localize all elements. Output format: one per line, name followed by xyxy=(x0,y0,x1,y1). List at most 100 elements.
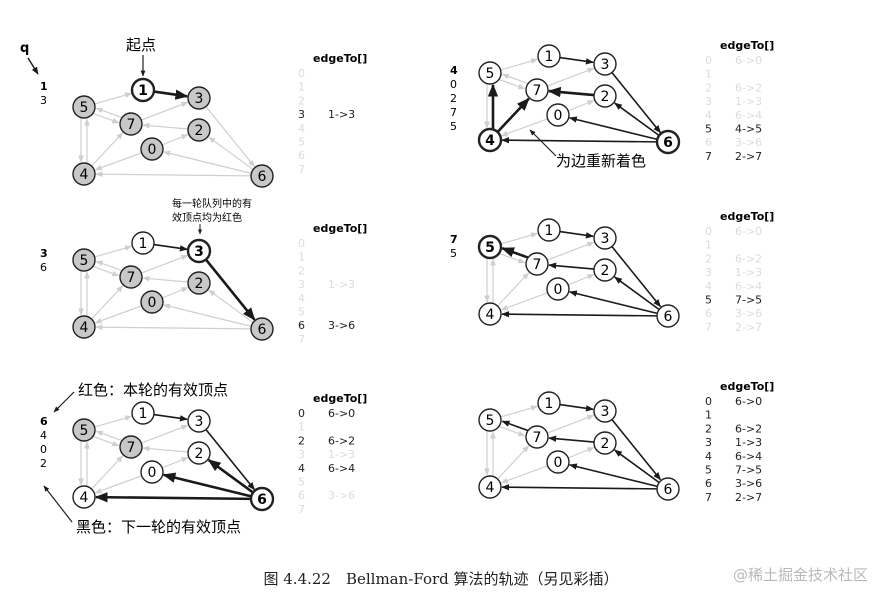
edge-1-3 xyxy=(153,413,188,422)
edgeto-header: edgeTo[] xyxy=(313,392,367,405)
edgeto-index: 3 xyxy=(705,266,712,279)
vertex-label-7: 7 xyxy=(127,270,136,286)
edgeto-index: 2 xyxy=(705,422,712,435)
vertex-label-0: 0 xyxy=(554,108,563,124)
edgeto-entry: 3->6 xyxy=(328,319,355,332)
queue-entry: 7 xyxy=(450,233,458,246)
edgeto-entry: 1->3 xyxy=(735,95,762,108)
vertex-label-5: 5 xyxy=(485,240,495,256)
black-legend: 黑色：下一轮的有效顶点 xyxy=(76,518,241,536)
vertex-4 xyxy=(477,127,503,153)
recolor-note: 为边重新着色 xyxy=(556,152,646,170)
edge-0-2 xyxy=(567,446,595,459)
vertex-label-3: 3 xyxy=(195,91,204,107)
vertex-0 xyxy=(140,290,164,314)
queue-entry: 5 xyxy=(450,247,457,260)
vertex-3 xyxy=(593,399,617,423)
edge-3-6 xyxy=(611,72,662,134)
edgeto-index: 2 xyxy=(705,252,712,265)
vertex-0 xyxy=(140,460,164,484)
edge-7-3 xyxy=(141,101,189,121)
edgeto-index: 3 xyxy=(298,278,305,291)
edge-7-5 xyxy=(95,430,122,442)
edgeto-index: 7 xyxy=(705,150,712,163)
edgeto-header: edgeTo[] xyxy=(313,52,367,65)
edge-7-3 xyxy=(547,241,595,261)
vertex-label-2: 2 xyxy=(195,446,204,462)
edge-5-7 xyxy=(499,425,526,437)
edgeto-index: 6 xyxy=(705,307,712,320)
edge-6-2 xyxy=(614,276,660,311)
active-note-line1: 每一轮队列中的有 xyxy=(172,197,252,210)
vertex-2 xyxy=(593,84,617,108)
edge-0-2 xyxy=(161,286,189,299)
edge-0-4 xyxy=(500,465,548,484)
vertex-label-1: 1 xyxy=(545,223,554,239)
queue-entry: 6 xyxy=(40,261,47,274)
edge-5-1 xyxy=(94,92,133,105)
source-label: 起点 xyxy=(126,36,156,54)
vertex-label-6: 6 xyxy=(257,492,267,508)
queue-entry: 0 xyxy=(40,443,47,456)
vertex-4 xyxy=(72,162,96,186)
vertex-label-2: 2 xyxy=(601,263,610,279)
edge-6-4 xyxy=(95,324,252,331)
edge-4-7 xyxy=(497,445,530,480)
edgeto-entry: 6->2 xyxy=(735,81,762,94)
vertex-3 xyxy=(593,52,617,76)
vertex-label-6: 6 xyxy=(664,482,673,498)
edgeto-index: 7 xyxy=(705,491,712,504)
vertex-3 xyxy=(187,86,211,110)
edgeto-index: 2 xyxy=(298,264,305,277)
edgeto-index: 5 xyxy=(298,476,305,489)
vertex-1 xyxy=(131,401,155,425)
edge-5-7 xyxy=(499,78,526,90)
edgeto-index: 6 xyxy=(298,319,305,332)
edge-5-7 xyxy=(93,112,120,124)
vertex-5 xyxy=(477,234,503,260)
edge-2-7 xyxy=(142,445,189,453)
vertex-label-0: 0 xyxy=(148,295,157,311)
edgeto-index: 1 xyxy=(705,409,712,422)
edge-7-5 xyxy=(501,420,528,432)
edgeto-entry: 1->3 xyxy=(328,278,355,291)
vertex-label-7: 7 xyxy=(127,117,136,133)
queue-entry: 4 xyxy=(450,64,458,77)
edgeto-index: 6 xyxy=(298,489,305,502)
edgeto-entry: 6->0 xyxy=(735,54,762,67)
vertex-7 xyxy=(119,435,143,459)
edge-7-3 xyxy=(547,67,595,87)
edgeto-index: 1 xyxy=(298,81,305,94)
edgeto-index: 7 xyxy=(298,503,305,516)
edge-6-2 xyxy=(614,449,660,484)
edgeto-entry: 1->3 xyxy=(328,448,355,461)
black-legend-arrow xyxy=(43,485,73,523)
vertex-3 xyxy=(186,238,212,264)
edge-2-7 xyxy=(548,262,595,270)
edge-6-4 xyxy=(501,137,658,144)
edgeto-index: 4 xyxy=(705,450,712,463)
edge-5-1 xyxy=(500,405,539,418)
edge-7-3 xyxy=(141,254,189,274)
edgeto-index: 5 xyxy=(705,294,712,307)
queue-label: q xyxy=(20,41,29,56)
edgeto-entry: 6->4 xyxy=(735,280,762,293)
edgeto-index: 1 xyxy=(705,68,712,81)
vertex-1 xyxy=(537,391,561,415)
edge-6-2 xyxy=(207,459,254,494)
queue-entry: 2 xyxy=(40,457,47,470)
red-legend-arrow xyxy=(53,391,75,413)
queue-entry: 0 xyxy=(450,78,457,91)
edgeto-index: 0 xyxy=(705,225,712,238)
edge-5-1 xyxy=(94,245,133,258)
edgeto-entry: 6->2 xyxy=(328,434,355,447)
edgeto-index: 6 xyxy=(705,477,712,490)
edgeto-entry: 1->3 xyxy=(735,266,762,279)
edge-6-0 xyxy=(162,150,252,174)
edgeto-header: edgeTo[] xyxy=(720,210,774,223)
queue-entry: 5 xyxy=(450,120,457,133)
edge-1-3 xyxy=(153,243,188,252)
edge-7-5 xyxy=(501,247,529,259)
